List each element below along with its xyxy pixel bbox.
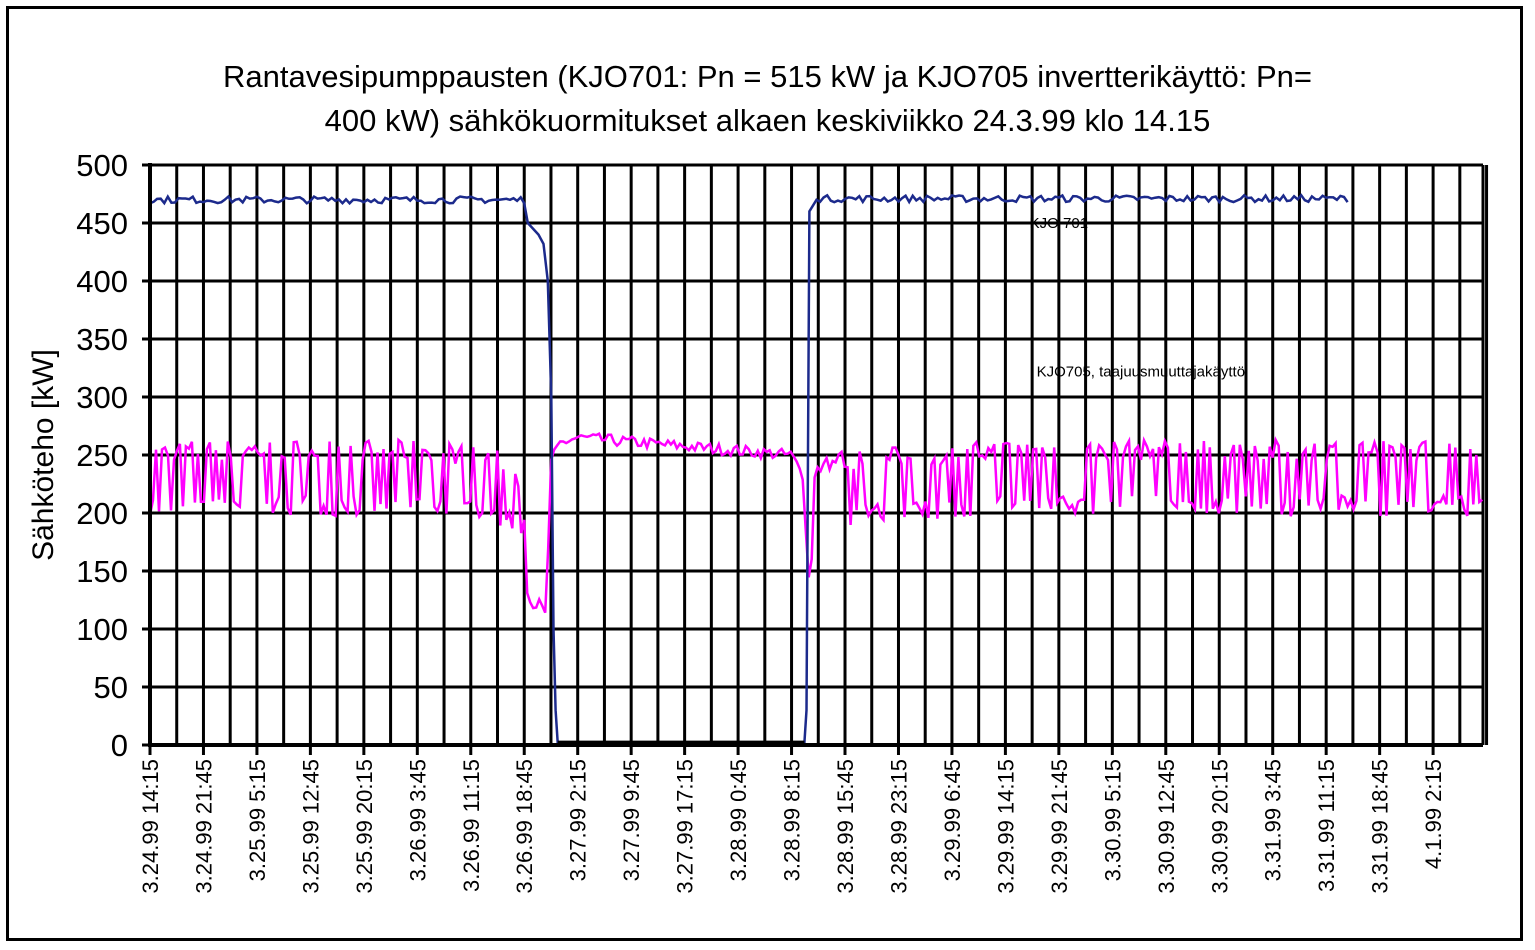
series-annotation: KJO 701: [1030, 215, 1088, 232]
x-tick-label: 3.24.99 14:15: [138, 759, 163, 894]
x-tick-label: 3.26.99 18:45: [512, 759, 537, 894]
x-tick-label: 3.24.99 21:45: [191, 759, 216, 894]
x-tick-label: 3.27.99 2:15: [566, 759, 591, 881]
y-axis-label: Sähköteho [kW]: [27, 349, 60, 561]
chart-title-line-2: 400 kW) sähkökuormitukset alkaen keskivi…: [324, 103, 1211, 138]
y-tick-label: 250: [76, 438, 128, 473]
x-tick-label: 3.27.99 17:15: [673, 759, 698, 894]
series-line-kjo705: [148, 432, 1484, 614]
x-tick-label: 3.30.99 20:15: [1207, 759, 1232, 894]
x-tick-label: 3.28.99 15:45: [833, 759, 858, 894]
x-tick-label: 3.26.99 3:45: [405, 759, 430, 881]
axis-layer: [142, 163, 1483, 755]
series-annotation: KJO705, taajuusmuuttajakäyttö: [1037, 363, 1245, 380]
x-tick-label: 3.25.99 12:45: [298, 759, 323, 894]
x-tick-label: 3.27.99 9:45: [619, 759, 644, 881]
x-tick-label: 3.30.99 5:15: [1100, 759, 1125, 881]
x-tick-label: 3.28.99 23:15: [886, 759, 911, 894]
y-tick-label: 500: [76, 148, 128, 183]
y-tick-label: 450: [76, 206, 128, 241]
series-line-kjo701: [149, 193, 1349, 744]
x-tick-label: 3.31.99 11:15: [1314, 759, 1339, 892]
series-layer: [148, 193, 1484, 745]
y-tick-label: 200: [76, 496, 128, 531]
x-tick-label: 3.30.99 12:45: [1154, 759, 1179, 894]
x-tick-label: 3.25.99 20:15: [352, 759, 377, 894]
x-tick-label: 3.26.99 11:15: [459, 759, 484, 892]
x-tick-label: 3.29.99 6:45: [940, 759, 965, 881]
x-tick-label: 3.29.99 21:45: [1047, 759, 1072, 894]
x-tick-label: 3.28.99 0:45: [726, 759, 751, 881]
y-tick-label: 400: [76, 264, 128, 299]
y-tick-label: 350: [76, 322, 128, 357]
y-tick-label: 100: [76, 612, 128, 647]
y-tick-label: 150: [76, 554, 128, 589]
x-tick-label: 3.31.99 3:45: [1261, 759, 1286, 881]
chart-title: Rantavesipumppausten (KJO701: Pn = 515 k…: [0, 55, 1535, 143]
label-layer: 0 50 100 150 200 250 300 350 400 450 500 3.24.99 14…: [76, 148, 1446, 894]
x-tick-label: 3.29.99 14:15: [993, 759, 1018, 894]
y-tick-label: 0: [111, 728, 128, 763]
chart-title-line-1: Rantavesipumppausten (KJO701: Pn = 515 k…: [222, 59, 1313, 94]
y-tick-label: 300: [76, 380, 128, 415]
y-tick-label: 50: [94, 670, 128, 705]
x-tick-label: 3.28.99 8:15: [780, 759, 805, 881]
x-tick-label: 4.1.99 2:15: [1421, 759, 1446, 869]
x-tick-label: 3.31.99 18:45: [1368, 759, 1393, 894]
x-tick-label: 3.25.99 5:15: [245, 759, 270, 881]
